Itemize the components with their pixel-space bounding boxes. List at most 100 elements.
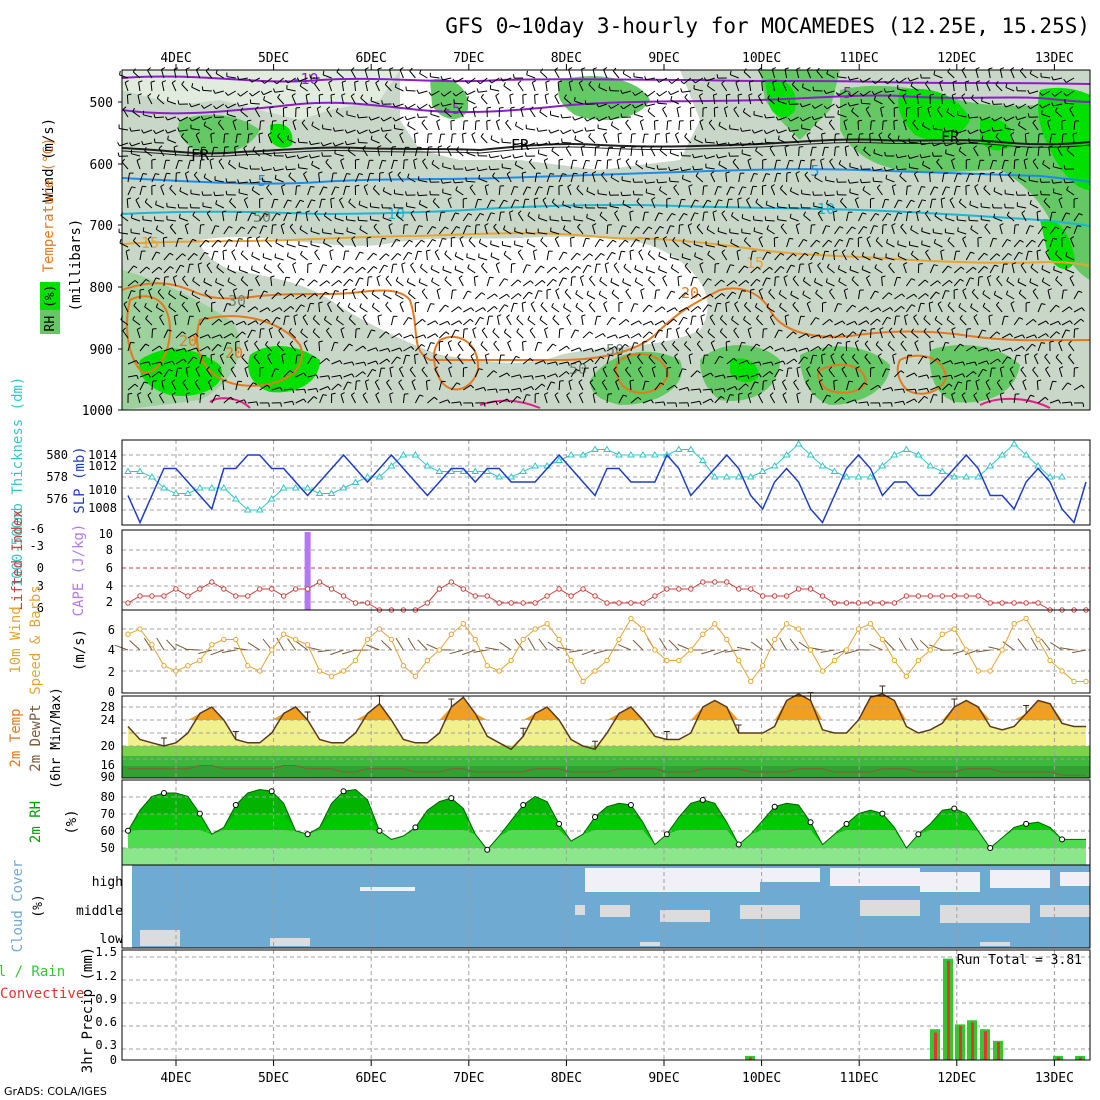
wind-barb-flag — [579, 347, 582, 352]
wind-barb — [421, 369, 428, 378]
label-wind: Wind (m/s) — [41, 118, 57, 202]
wind-barb-flag — [1032, 319, 1037, 323]
wind-barb — [909, 77, 919, 82]
wind-barb-flag — [942, 392, 947, 395]
wind-barb-flag — [471, 402, 474, 407]
wind-barb-flag — [360, 94, 364, 99]
wind-barb-flag — [761, 80, 766, 83]
wind-barb — [253, 356, 261, 365]
wind-barb-flag — [195, 366, 200, 370]
wind-barb — [681, 168, 691, 172]
wind-barb-flag — [463, 366, 468, 369]
wind10-speed-line-marker — [520, 636, 526, 643]
wind-barb-flag — [899, 172, 903, 177]
wind-barb — [190, 193, 200, 196]
wind-barb — [965, 371, 974, 378]
wind-barb-flag — [506, 398, 511, 403]
wind-barb — [255, 277, 261, 287]
wind10-speed-line-marker — [245, 663, 251, 669]
wind-barb — [952, 82, 955, 92]
lifted-index-line-marker — [724, 579, 730, 585]
wind-barb-flag — [1005, 83, 1008, 88]
wind-barb-flag — [902, 93, 907, 97]
wind-barb-flag — [712, 210, 717, 213]
wind-barb — [354, 82, 357, 92]
wind-barb — [401, 264, 404, 274]
cloud-gap — [360, 887, 415, 891]
wind-barb — [630, 342, 635, 352]
wind-barb-flag — [869, 132, 874, 135]
wind-barb-flag — [159, 345, 163, 350]
wind-barb — [173, 147, 177, 157]
label-2m-temp: 2m Temp — [8, 708, 24, 767]
wind-barb — [226, 76, 236, 79]
wind-barb — [1049, 320, 1059, 326]
wind-barb-flag — [1020, 366, 1024, 371]
wind-barb — [729, 232, 739, 235]
wind-barb — [171, 394, 177, 404]
wind-barb — [474, 292, 482, 300]
lifted-index-line-marker — [460, 586, 466, 592]
wind-barb-flag — [743, 302, 748, 306]
wind-barb — [336, 305, 344, 313]
wind-barb-flag — [592, 67, 597, 70]
wind-barb — [750, 278, 758, 287]
wind-barb — [942, 374, 952, 378]
wind-barb — [487, 400, 497, 404]
wind-barb — [558, 277, 564, 287]
wind-barb — [319, 291, 326, 300]
wind-barb — [1054, 110, 1063, 118]
wind-barb — [1001, 316, 1005, 326]
wind-barb-flag — [231, 249, 236, 253]
wind-barb — [993, 217, 1003, 222]
wind-barb — [166, 219, 176, 222]
wind-barb-flag — [682, 238, 685, 243]
wind-barb — [947, 240, 955, 248]
wind-barb — [945, 142, 955, 147]
wind-barb-flag — [1032, 158, 1037, 162]
wind-barb-flag — [929, 340, 934, 343]
wind-barb — [206, 213, 213, 222]
wind-barb-flag — [1069, 106, 1074, 110]
wind-barb-flag — [1016, 86, 1018, 91]
wind-barb — [1029, 179, 1039, 183]
wind-barb — [921, 155, 931, 159]
rh2m-marker — [232, 802, 239, 808]
wind10-speed-line-marker — [664, 657, 670, 664]
wind-barb-flag — [192, 211, 196, 216]
wind-barb-flag — [473, 106, 478, 109]
wind-barb-flag — [453, 165, 455, 170]
wind-barb — [420, 267, 428, 274]
wind-barb — [1010, 303, 1015, 313]
wind-barb — [1018, 124, 1027, 131]
wind-barb — [372, 188, 380, 196]
wind-barb — [185, 368, 189, 378]
wind-barb — [379, 264, 385, 274]
wind-barb — [131, 217, 141, 222]
wind-barb-flag — [658, 265, 660, 270]
wind-barb-flag — [753, 227, 756, 232]
wind-barb — [139, 266, 147, 274]
wind-barb — [490, 88, 500, 92]
wind-barb-flag — [452, 178, 455, 184]
wind-barb-flag — [791, 133, 796, 137]
wind-barb — [175, 331, 183, 339]
wind-barb-flag — [381, 100, 383, 105]
wind-barb — [175, 238, 179, 248]
wind-barb-flag — [557, 80, 563, 83]
wind-barb-flag — [899, 328, 903, 333]
wind10-speed-line-marker — [915, 657, 922, 664]
wind-barb — [319, 394, 324, 404]
wind-barb-flag — [605, 262, 610, 265]
wind-barb-flag — [191, 290, 194, 295]
wind-barb — [534, 94, 536, 105]
wind-barb — [1061, 133, 1064, 144]
cloud-gap — [990, 870, 1050, 888]
wind-barb-flag — [861, 252, 864, 257]
wind-barb-flag — [311, 199, 316, 202]
wind-barb-flag — [196, 67, 201, 71]
wind-barb-flag — [351, 373, 355, 378]
wind-barb-flag — [351, 288, 356, 292]
wind-barb-flag — [725, 301, 730, 304]
wind-barb — [438, 381, 443, 391]
